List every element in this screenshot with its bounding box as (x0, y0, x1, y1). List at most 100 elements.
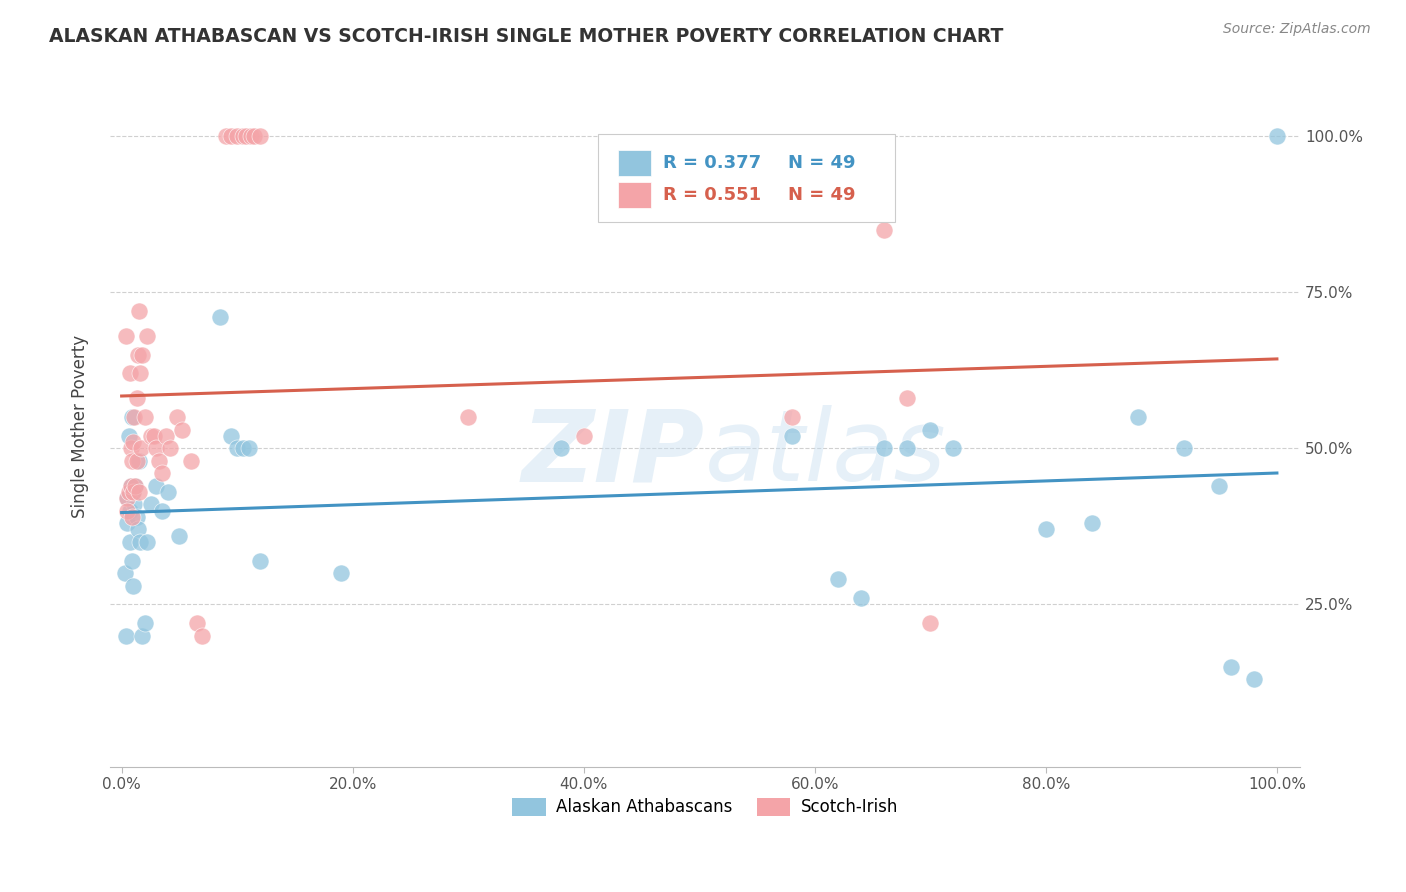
Point (1035, 523, 1057, 537)
Point (148, 454, 170, 468)
Point (827, 572, 849, 586)
Point (143, 429, 166, 443)
Point (240, 129, 263, 144)
FancyBboxPatch shape (619, 150, 651, 176)
Point (896, 392, 918, 406)
Point (134, 410, 156, 425)
Point (122, 485, 145, 500)
Point (1219, 659, 1241, 673)
Point (122, 435, 145, 450)
Point (186, 615, 208, 630)
Point (124, 479, 146, 493)
Point (124, 479, 146, 493)
Point (1243, 672, 1265, 686)
Point (169, 529, 191, 543)
Point (115, 329, 138, 343)
Point (249, 129, 271, 144)
Point (166, 410, 188, 425)
Point (1081, 516, 1104, 531)
Point (1208, 479, 1230, 493)
Point (127, 523, 149, 537)
Point (232, 442, 254, 456)
Point (156, 485, 179, 500)
Point (191, 628, 214, 642)
Point (131, 348, 153, 362)
Text: R = 0.551: R = 0.551 (664, 186, 762, 204)
Point (115, 628, 138, 642)
Point (232, 129, 254, 144)
Point (238, 442, 260, 456)
Point (125, 392, 148, 406)
Point (120, 479, 142, 493)
Point (208, 310, 231, 325)
Text: N = 49: N = 49 (789, 154, 856, 172)
Point (118, 367, 141, 381)
Point (139, 498, 162, 512)
Text: N = 49: N = 49 (789, 186, 856, 204)
Point (117, 485, 139, 500)
Point (136, 535, 159, 549)
Point (136, 329, 159, 343)
Point (129, 535, 152, 549)
Point (180, 454, 202, 468)
Point (457, 410, 479, 425)
FancyBboxPatch shape (619, 182, 651, 208)
Point (139, 429, 162, 443)
Point (780, 429, 803, 443)
Point (118, 535, 141, 549)
FancyBboxPatch shape (598, 134, 896, 222)
Point (159, 442, 181, 456)
Text: Source: ZipAtlas.com: Source: ZipAtlas.com (1223, 22, 1371, 37)
Point (920, 423, 942, 437)
Point (150, 504, 173, 518)
Point (131, 628, 153, 642)
Text: atlas: atlas (704, 405, 946, 502)
Y-axis label: Single Mother Poverty: Single Mother Poverty (72, 334, 89, 518)
Point (117, 429, 139, 443)
Point (124, 410, 146, 425)
Point (221, 129, 243, 144)
Point (330, 566, 353, 581)
Point (122, 485, 145, 500)
Point (550, 442, 572, 456)
Point (128, 485, 150, 500)
Point (214, 129, 236, 144)
Point (134, 615, 156, 630)
Point (849, 591, 872, 605)
Point (249, 554, 271, 568)
Point (121, 510, 143, 524)
Legend: Alaskan Athabascans, Scotch-Irish: Alaskan Athabascans, Scotch-Irish (506, 791, 904, 822)
Point (120, 442, 142, 456)
Point (896, 442, 918, 456)
Point (780, 410, 803, 425)
Point (235, 129, 257, 144)
Text: R = 0.377: R = 0.377 (664, 154, 762, 172)
Point (226, 442, 249, 456)
Point (125, 454, 148, 468)
Point (942, 442, 965, 456)
Point (117, 491, 139, 506)
Point (117, 516, 139, 531)
Point (145, 479, 167, 493)
Point (243, 129, 266, 144)
Point (128, 454, 150, 468)
Point (221, 429, 243, 443)
Text: ALASKAN ATHABASCAN VS SCOTCH-IRISH SINGLE MOTHER POVERTY CORRELATION CHART: ALASKAN ATHABASCAN VS SCOTCH-IRISH SINGL… (49, 27, 1004, 45)
Point (128, 304, 150, 318)
Text: ZIP: ZIP (522, 405, 704, 502)
Point (129, 442, 152, 456)
Point (121, 554, 143, 568)
Point (1265, 129, 1288, 144)
Point (155, 429, 177, 443)
Point (127, 348, 149, 362)
Point (114, 566, 136, 581)
Point (121, 410, 143, 425)
Point (873, 442, 896, 456)
Point (1173, 442, 1195, 456)
Point (920, 615, 942, 630)
Point (1128, 410, 1150, 425)
Point (572, 429, 595, 443)
Point (121, 454, 143, 468)
Point (150, 467, 173, 481)
Point (120, 479, 142, 493)
